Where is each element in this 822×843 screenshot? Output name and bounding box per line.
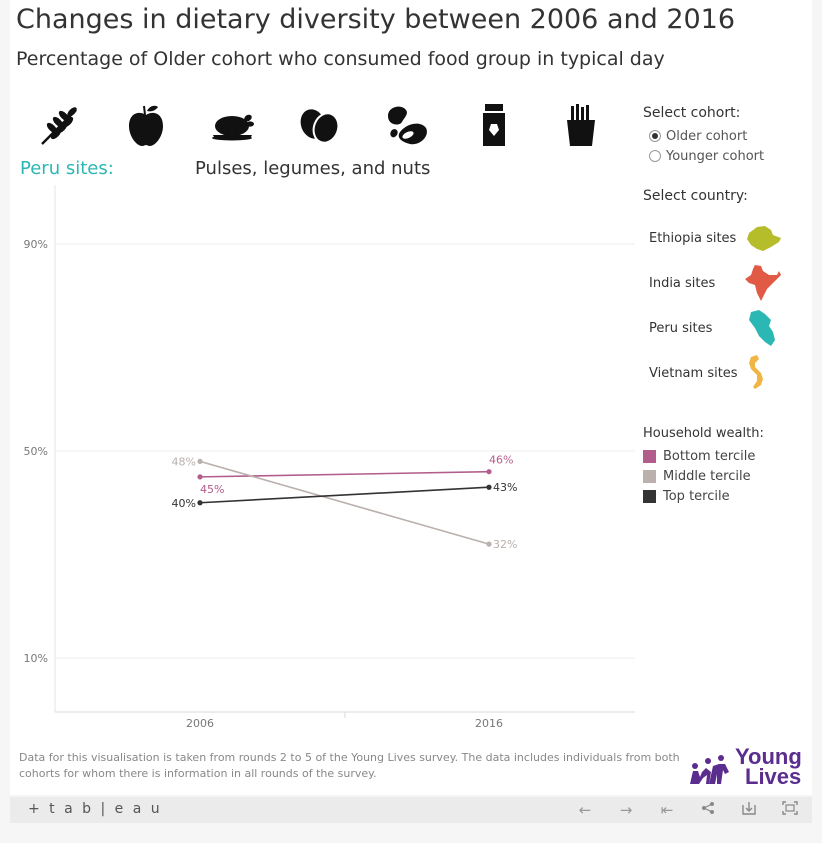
y-tick-label: 50%: [24, 445, 48, 458]
legend-label: Bottom tercile: [663, 448, 756, 464]
data-point[interactable]: [197, 458, 203, 464]
data-label: 46%: [489, 454, 513, 467]
selected-site-label: Peru sites:: [20, 158, 114, 179]
legend-item-top-tercile[interactable]: Top tercile: [643, 486, 813, 506]
data-point[interactable]: [486, 484, 492, 490]
undo-arrow-icon[interactable]: ←: [578, 801, 592, 819]
logo-text-young: Young: [735, 744, 802, 769]
roast-chicken-icon[interactable]: [210, 102, 256, 148]
country-heading: Select country:: [643, 188, 748, 204]
tableau-toolbar: + t a b | e a u ← → ⇤: [10, 797, 812, 823]
cohort-option-label: Older cohort: [666, 128, 748, 144]
country-label: Vietnam sites: [649, 365, 738, 381]
radio-selected-icon[interactable]: [649, 130, 661, 142]
legend-heading: Household wealth:: [643, 426, 764, 441]
page-title: Changes in dietary diversity between 200…: [16, 4, 736, 35]
legend-label: Top tercile: [663, 488, 730, 504]
country-peru[interactable]: Peru sites: [649, 308, 789, 348]
country-ethiopia[interactable]: Ethiopia sites: [649, 218, 789, 258]
eggs-icon[interactable]: [297, 102, 343, 148]
data-label: 32%: [493, 538, 517, 551]
data-label: 45%: [200, 483, 224, 496]
country-label: India sites: [649, 275, 716, 291]
fullscreen-icon[interactable]: [780, 800, 800, 820]
data-label: 43%: [493, 481, 517, 494]
data-point[interactable]: [486, 469, 492, 475]
chart-grid: [55, 243, 635, 659]
chart-axes: 10% 50% 90% 2006 2016: [24, 185, 635, 730]
india-map-icon: [745, 265, 781, 301]
data-label: 40%: [172, 497, 196, 510]
legend-swatch: [643, 489, 656, 503]
young-lives-logo[interactable]: Young Lives: [687, 744, 812, 789]
legend-swatch: [643, 449, 656, 463]
fries-icon[interactable]: [558, 102, 604, 148]
cohort-heading: Select cohort:: [643, 105, 741, 121]
data-point[interactable]: [197, 500, 203, 506]
legend-item-bottom-tercile[interactable]: Bottom tercile: [643, 446, 813, 466]
peru-map-icon: [749, 310, 775, 346]
data-point[interactable]: [486, 541, 492, 547]
series-line[interactable]: [199, 460, 490, 545]
line-chart: 10% 50% 90% 2006 2016 45% 46% 48% 32% 40% 43%: [24, 185, 635, 730]
legend-label: Middle tercile: [663, 468, 751, 484]
country-india[interactable]: India sites: [649, 263, 789, 303]
download-icon[interactable]: [739, 800, 759, 820]
legend-item-middle-tercile[interactable]: Middle tercile: [643, 466, 813, 486]
share-icon[interactable]: [698, 800, 718, 820]
page-subtitle: Percentage of Older cohort who consumed …: [16, 48, 665, 70]
ethiopia-map-icon: [747, 226, 781, 251]
milk-carton-icon[interactable]: [471, 102, 517, 148]
cohort-option-older[interactable]: Older cohort: [643, 126, 813, 146]
country-label: Peru sites: [649, 320, 713, 336]
redo-arrow-icon[interactable]: →: [619, 801, 633, 819]
grain-icon[interactable]: [36, 102, 82, 148]
vietnam-map-icon: [749, 355, 763, 389]
country-label: Ethiopia sites: [649, 230, 737, 246]
logo-text-lives: Lives: [745, 764, 801, 788]
x-tick-label: 2016: [475, 717, 503, 730]
filter-panel: Select cohort: Older cohort Younger coho…: [643, 105, 813, 204]
x-tick-label: 2006: [186, 717, 214, 730]
radio-unselected-icon[interactable]: [649, 150, 661, 162]
chart-series: [197, 458, 492, 547]
selected-food-group-label: Pulses, legumes, and nuts: [195, 158, 431, 179]
y-tick-label: 10%: [24, 652, 48, 665]
country-vietnam[interactable]: Vietnam sites: [649, 353, 789, 393]
data-label: 48%: [172, 455, 196, 468]
legend-swatch: [643, 469, 656, 483]
data-point[interactable]: [197, 474, 203, 480]
cohort-option-younger[interactable]: Younger cohort: [643, 146, 813, 166]
cohort-option-label: Younger cohort: [666, 148, 765, 164]
series-line[interactable]: [199, 486, 490, 504]
data-source-note: Data for this visualisation is taken fro…: [19, 751, 680, 780]
y-tick-label: 90%: [24, 238, 48, 251]
apple-icon[interactable]: [123, 102, 169, 148]
chart-data-labels: 45% 46% 48% 32% 40% 43%: [172, 454, 518, 551]
revert-icon[interactable]: ⇤: [660, 801, 674, 819]
beans-icon[interactable]: [384, 102, 430, 148]
tableau-logo[interactable]: + t a b | e a u: [28, 801, 163, 817]
series-line[interactable]: [199, 470, 490, 478]
wealth-legend: Household wealth: Bottom tercile Middle …: [643, 426, 813, 506]
